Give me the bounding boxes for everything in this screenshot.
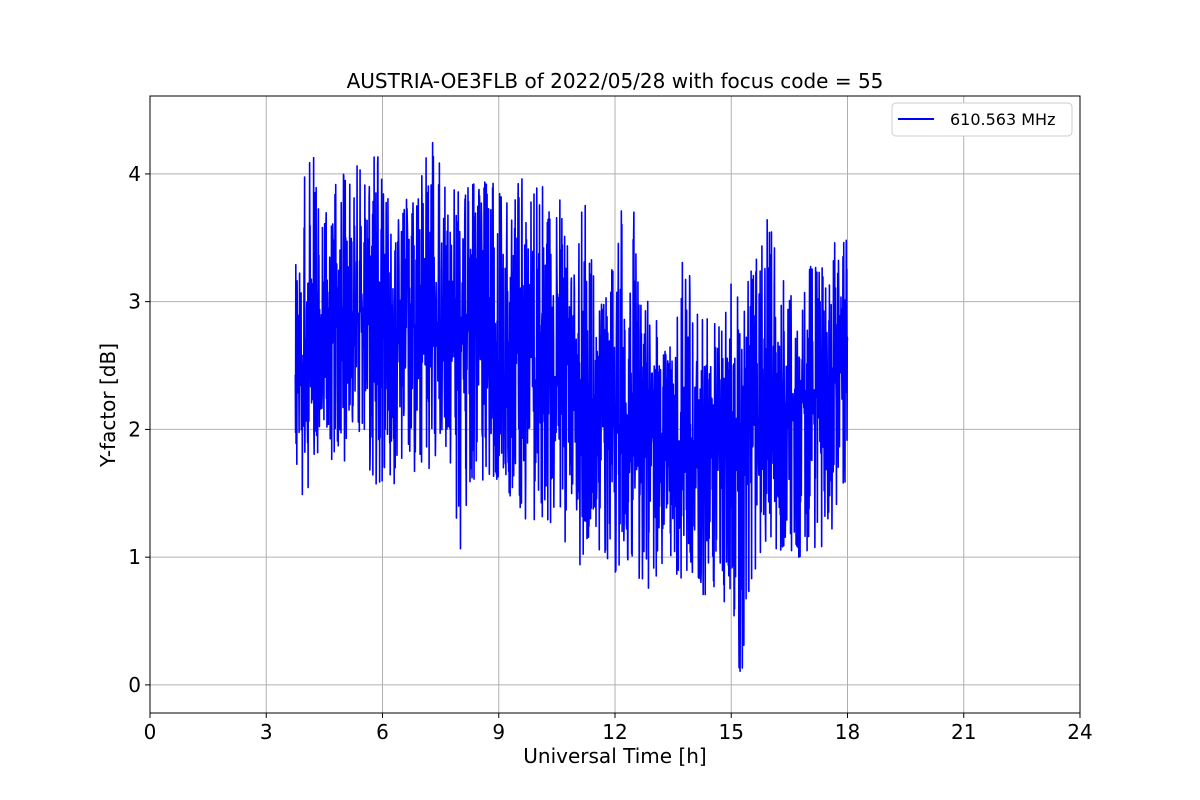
x-axis-label: Universal Time [h] xyxy=(523,744,706,768)
y-tick-label: 4 xyxy=(128,162,141,186)
x-tick-label: 0 xyxy=(144,720,157,744)
legend: 610.563 MHz xyxy=(891,102,1073,137)
x-tick-label: 6 xyxy=(376,720,389,744)
y-axis-label: Y-factor [dB] xyxy=(96,343,120,468)
x-tick-label: 9 xyxy=(492,720,505,744)
series-line-0 xyxy=(294,141,849,673)
y-tick-label: 2 xyxy=(128,417,141,441)
chart-title: AUSTRIA-OE3FLB of 2022/05/28 with focus … xyxy=(347,69,884,93)
y-tick-label: 0 xyxy=(128,673,141,697)
x-tick-label: 12 xyxy=(602,720,627,744)
x-tick-label: 18 xyxy=(835,720,860,744)
y-tick-label: 3 xyxy=(128,290,141,314)
y-tick-label: 1 xyxy=(128,545,141,569)
legend-box xyxy=(891,102,1073,137)
x-tick-label: 21 xyxy=(951,720,976,744)
x-tick-label: 15 xyxy=(719,720,744,744)
series-layer xyxy=(294,141,849,673)
x-tick-label: 3 xyxy=(260,720,273,744)
x-tick-label: 24 xyxy=(1067,720,1092,744)
legend-label: 610.563 MHz xyxy=(950,110,1055,129)
